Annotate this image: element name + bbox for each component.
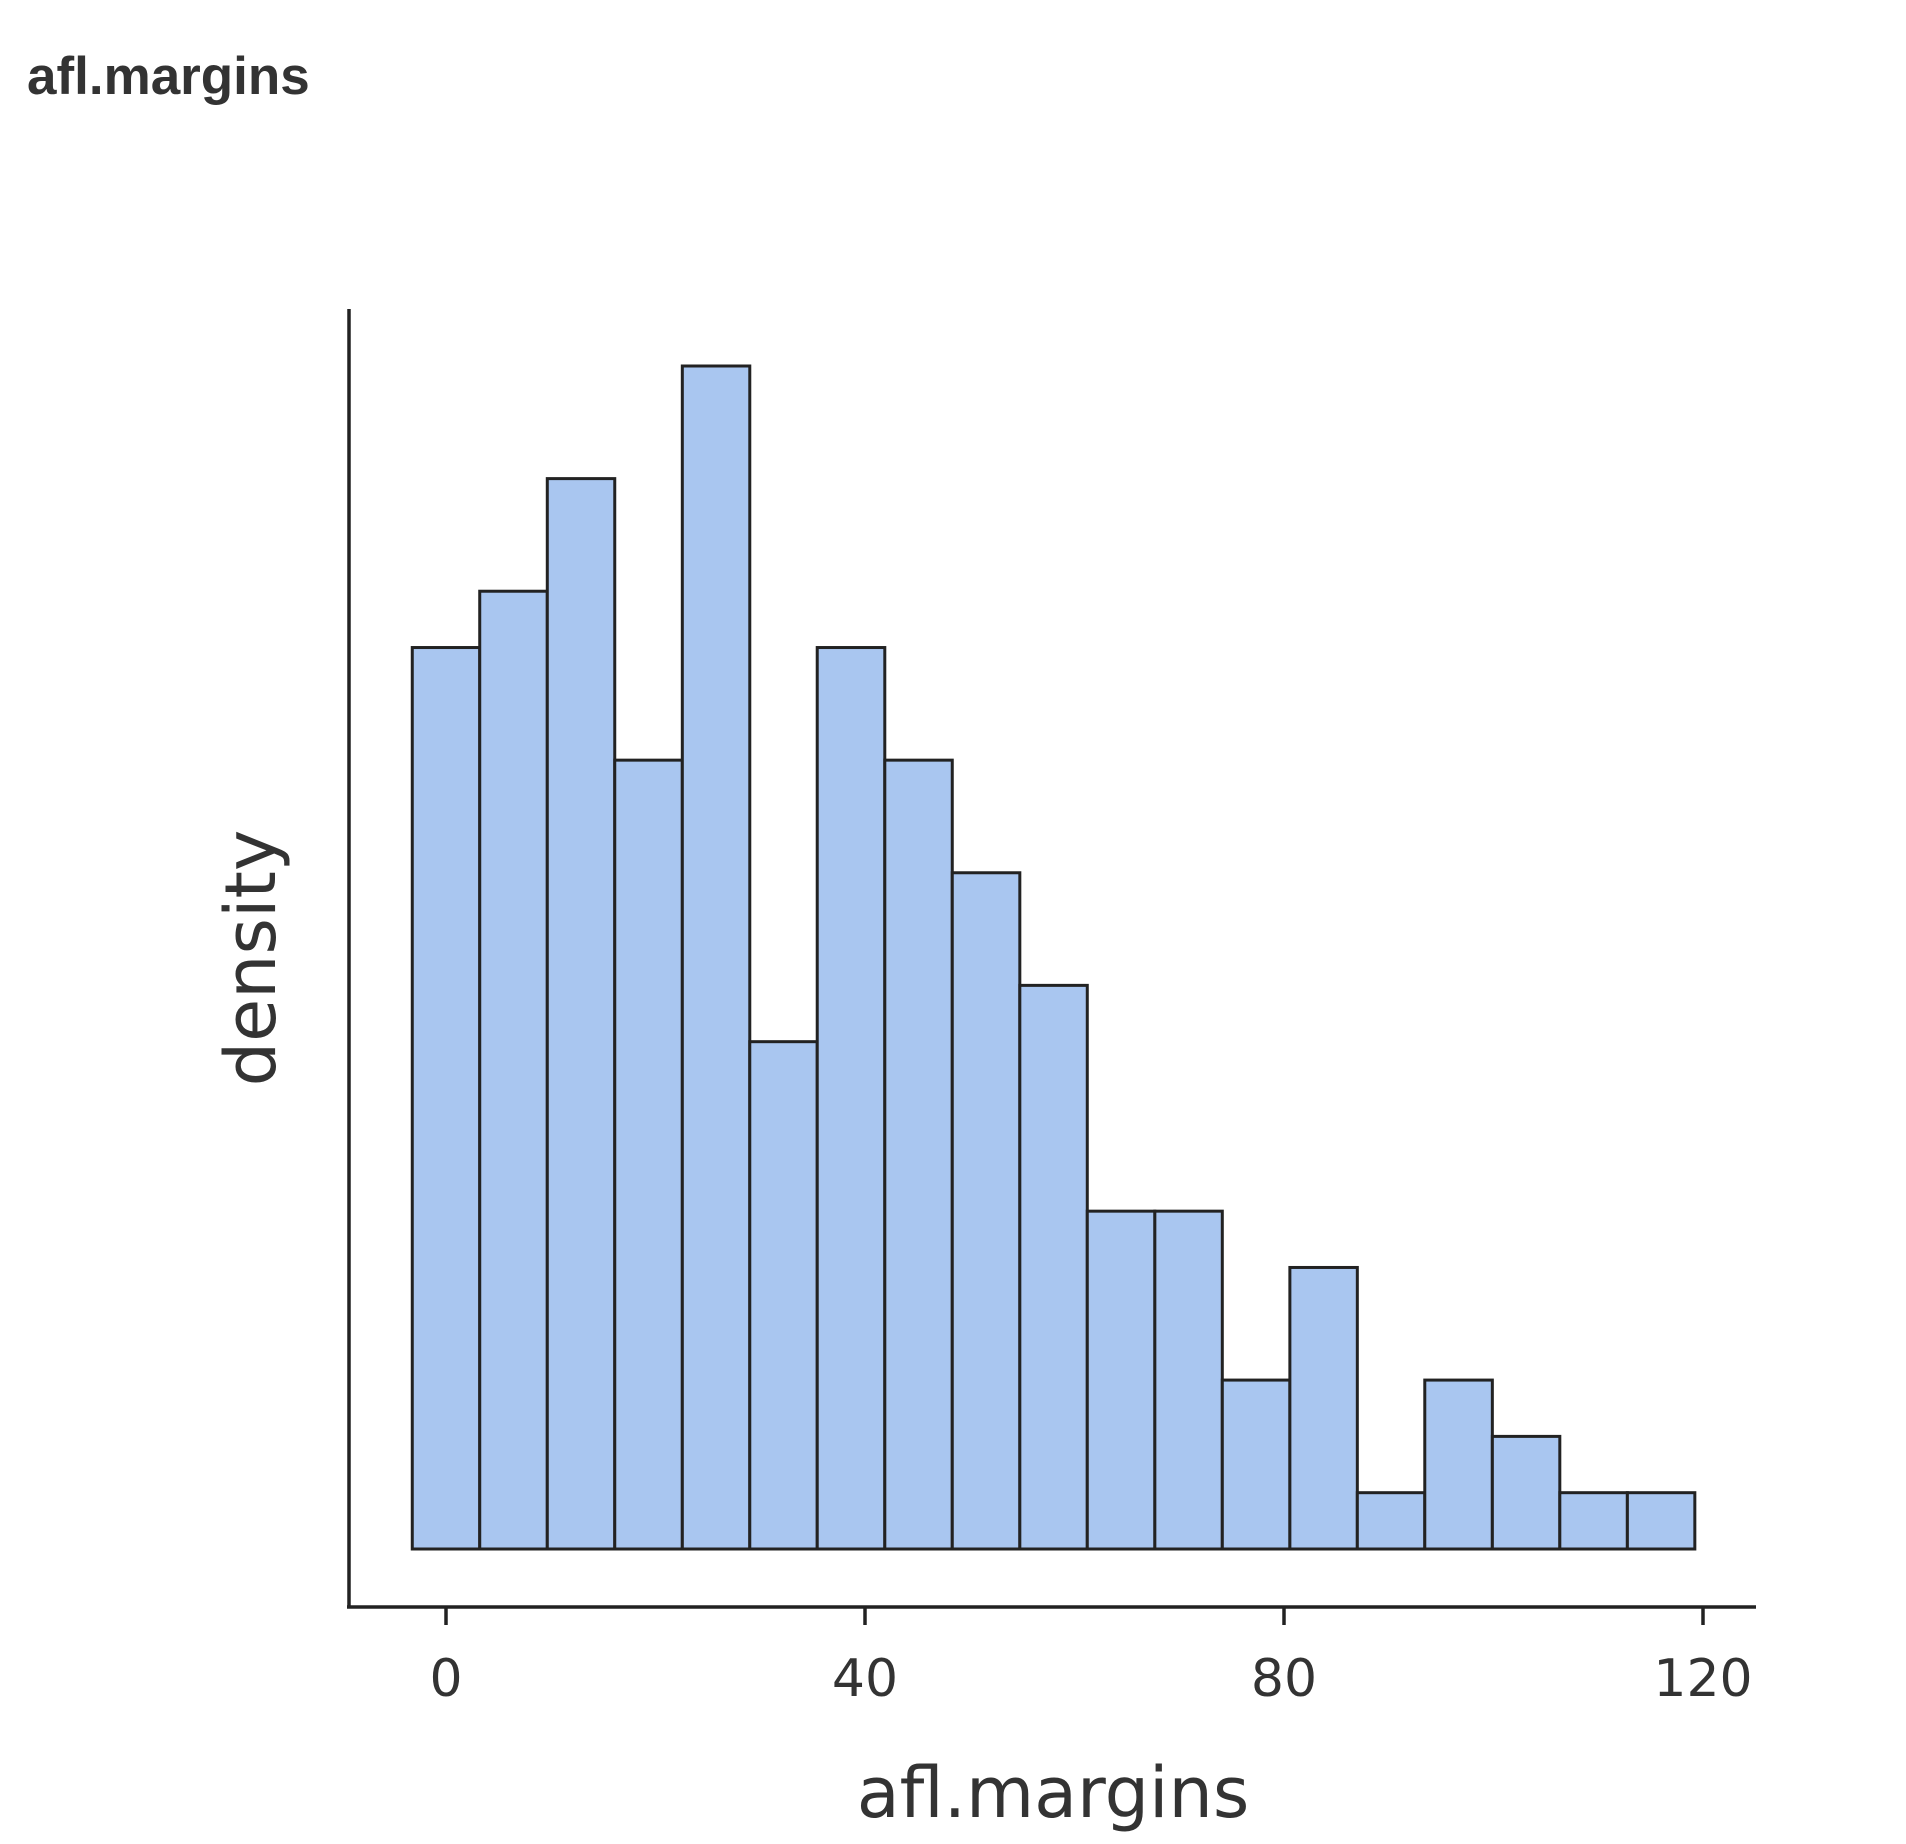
histogram-bar-13 [1288, 1265, 1359, 1551]
histogram-bar-14 [1355, 1491, 1427, 1551]
x-tick-label-1: 40 [832, 1649, 898, 1709]
histogram-bar-7 [883, 758, 954, 1551]
x-tick-label-2: 80 [1251, 1649, 1317, 1709]
x-tick-label-0: 0 [429, 1649, 462, 1709]
histogram-bar-5 [748, 1040, 819, 1551]
histogram-bar-11 [1153, 1209, 1224, 1551]
histogram-bar-17 [1558, 1491, 1629, 1551]
histogram-bars [410, 364, 1697, 1551]
histogram-bar-6 [815, 646, 887, 1551]
histogram-bar-16 [1490, 1434, 1562, 1551]
page-title: afl.margins [27, 47, 310, 106]
histogram-bar-9 [1018, 983, 1089, 1551]
histogram-bar-1 [478, 589, 549, 1551]
x-tick-label-3: 120 [1653, 1649, 1752, 1709]
histogram-bar-12 [1220, 1378, 1292, 1551]
histogram-bar-3 [613, 758, 684, 1551]
histogram-bar-2 [545, 477, 617, 1551]
histogram-bar-4 [680, 364, 752, 1551]
histogram-bar-10 [1085, 1209, 1157, 1551]
histogram-bar-8 [950, 871, 1022, 1551]
x-axis-title: afl.margins [857, 1752, 1250, 1834]
histogram-bar-15 [1423, 1378, 1494, 1551]
y-axis-title: density [210, 830, 292, 1087]
histogram-bar-0 [410, 646, 482, 1551]
histogram-bar-18 [1625, 1491, 1697, 1551]
x-axis-ticks: 0 40 80 120 [429, 1607, 1753, 1709]
